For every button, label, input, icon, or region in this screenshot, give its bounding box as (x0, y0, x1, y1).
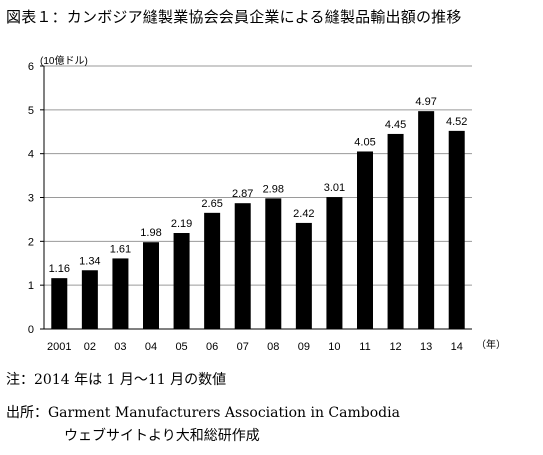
data-label: 4.45 (385, 119, 406, 131)
bar (51, 278, 68, 329)
x-tick-label: 08 (267, 341, 279, 353)
x-tick-label: 2001 (47, 341, 71, 353)
x-tick-label: 14 (451, 341, 463, 353)
y-tick-label: 5 (28, 105, 34, 117)
chart-source-continued: ウェブサイトより大和総研作成 (64, 428, 260, 444)
labels: 01234561.1620011.34021.61031.98042.19052… (28, 54, 506, 353)
y-tick-label: 0 (28, 324, 34, 336)
y-tick-label: 2 (28, 236, 34, 248)
bar (112, 258, 129, 329)
chart-note: 注：2014 年は 1 月～11 月の数値 (6, 372, 227, 388)
x-tick-label: 03 (114, 341, 126, 353)
data-label: 3.01 (324, 182, 345, 194)
data-label: 2.98 (263, 183, 284, 195)
x-tick-label: 12 (389, 341, 401, 353)
y-tick-label: 1 (28, 280, 34, 292)
y-tick-label: 3 (28, 193, 34, 205)
bar (326, 197, 343, 329)
bar (265, 198, 282, 329)
bar-chart: 01234561.1620011.34021.61031.98042.19052… (28, 54, 506, 353)
data-label: 1.34 (79, 255, 100, 267)
data-label: 4.52 (446, 116, 467, 128)
x-tick-label: 07 (237, 341, 249, 353)
data-label: 4.05 (354, 136, 375, 148)
y-unit-label: (10億ドル) (40, 54, 88, 67)
y-tick-label: 6 (28, 61, 34, 73)
x-tick-label: 13 (420, 341, 432, 353)
data-label: 2.87 (232, 188, 253, 200)
x-tick-label: 11 (359, 341, 370, 353)
bar (357, 151, 373, 329)
x-tick-label: 02 (84, 341, 96, 353)
x-tick-label: 06 (206, 341, 218, 353)
bar (387, 133, 404, 329)
axes (40, 65, 472, 330)
chart-title: 図表１：カンボジア縫製業協会会員企業による縫製品輸出額の推移 (6, 8, 462, 26)
bar (81, 270, 98, 329)
bar (143, 242, 159, 329)
data-label: 4.97 (415, 96, 436, 108)
bar (448, 130, 465, 329)
x-tick-label: 04 (145, 341, 157, 353)
data-label: 2.65 (201, 198, 222, 210)
x-tick-label: 09 (298, 341, 310, 353)
y-tick-label: 4 (28, 149, 34, 161)
data-label: 1.61 (110, 243, 131, 255)
bar (173, 233, 190, 329)
chart-source: 出所：Garment Manufacturers Association in … (6, 405, 400, 421)
bar (234, 203, 251, 329)
x-unit-label: （年） (476, 338, 506, 351)
x-tick-label: 05 (175, 341, 187, 353)
bar (418, 111, 435, 329)
x-tick-label: 10 (328, 341, 340, 353)
bar (295, 222, 312, 329)
gridlines (44, 65, 472, 286)
bar (204, 212, 221, 329)
data-label: 1.16 (49, 263, 70, 275)
bars (51, 111, 465, 329)
data-label: 2.42 (293, 208, 314, 220)
data-label: 2.19 (171, 218, 192, 230)
data-label: 1.98 (140, 227, 161, 239)
